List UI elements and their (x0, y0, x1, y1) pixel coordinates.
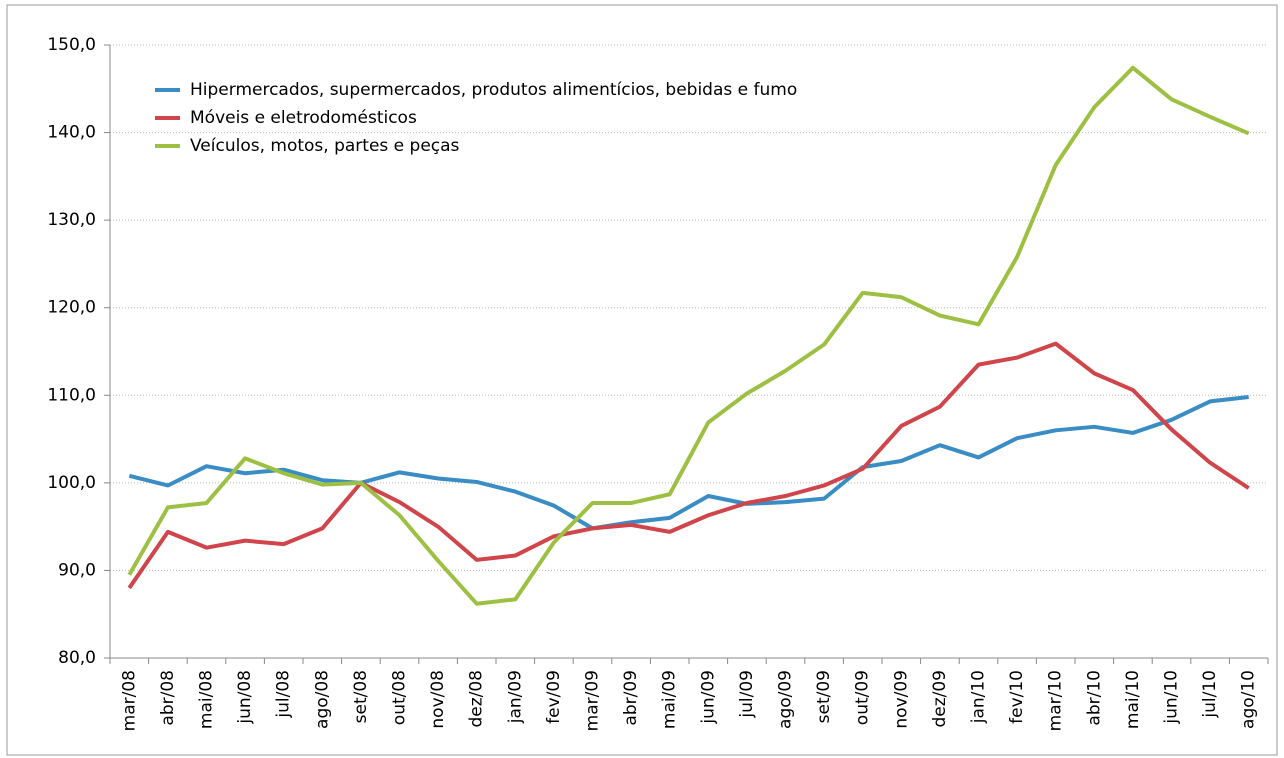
x-tick-label: mar/08 (119, 670, 139, 731)
x-tick-label: fev/09 (544, 670, 564, 724)
x-tick-label: jan/10 (969, 670, 989, 724)
y-tick-label: 80,0 (58, 648, 96, 668)
x-tick-label: out/08 (390, 670, 410, 725)
x-tick-label: mar/10 (1046, 670, 1066, 731)
x-tick-label: mai/10 (1123, 670, 1143, 729)
x-tick-label: jul/09 (737, 670, 757, 719)
x-tick-label: abr/08 (158, 670, 178, 726)
x-tick-label: jul/08 (274, 670, 294, 719)
y-tick-label: 110,0 (47, 385, 96, 405)
x-tick-label: mar/09 (583, 670, 603, 731)
x-tick-label: dez/09 (930, 670, 950, 728)
x-tick-label: ago/10 (1239, 670, 1259, 729)
y-tick-label: 140,0 (47, 123, 96, 143)
legend-label: Veículos, motos, partes e peças (190, 136, 460, 156)
y-tick-label: 150,0 (47, 35, 96, 55)
x-tick-label: dez/08 (467, 670, 487, 728)
x-tick-label: jan/09 (505, 670, 525, 724)
y-tick-label: 130,0 (47, 210, 96, 230)
x-tick-label: set/09 (814, 670, 834, 723)
x-tick-label: ago/08 (312, 670, 332, 729)
legend-label: Móveis e eletrodomésticos (190, 108, 417, 128)
y-tick-label: 120,0 (47, 298, 96, 318)
chart-frame (6, 4, 1278, 756)
x-tick-label: jun/08 (235, 670, 255, 725)
legend-label: Hipermercados, supermercados, produtos a… (190, 80, 797, 100)
x-tick-label: abr/09 (621, 670, 641, 726)
y-tick-label: 90,0 (58, 560, 96, 580)
x-tick-label: jun/10 (1162, 670, 1182, 725)
series-line (127, 65, 1250, 606)
x-tick-label: out/09 (853, 670, 873, 725)
x-tick-label: set/08 (351, 670, 371, 723)
x-tick-label: fev/10 (1007, 670, 1027, 724)
x-tick-label: jul/10 (1200, 670, 1220, 719)
x-tick-label: nov/09 (891, 670, 911, 729)
x-tick-label: ago/09 (776, 670, 796, 729)
series-line (127, 341, 1250, 590)
x-tick-label: nov/08 (428, 670, 448, 729)
x-tick-label: abr/10 (1084, 670, 1104, 726)
y-tick-label: 100,0 (47, 473, 96, 493)
x-tick-label: mai/08 (197, 670, 217, 729)
x-tick-label: jun/09 (698, 670, 718, 725)
x-tick-label: mai/09 (660, 670, 680, 729)
series-line (128, 395, 1249, 531)
